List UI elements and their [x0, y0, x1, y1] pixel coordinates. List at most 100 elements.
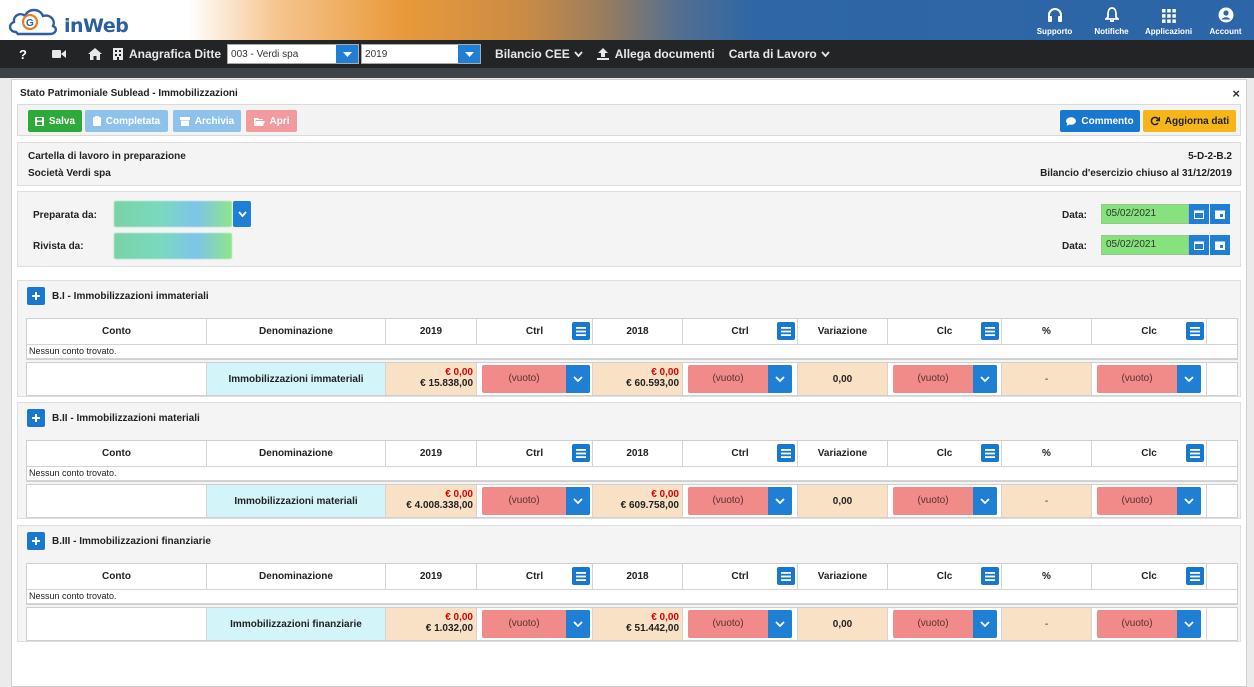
column-header-label: 2018 [626, 571, 649, 582]
sublead-panel: Stato Patrimoniale Sublead - Immobilizza… [11, 79, 1247, 687]
ctrl-2019-select[interactable]: (vuoto) [482, 487, 590, 515]
svg-text:G: G [26, 18, 34, 29]
menu-icon[interactable] [572, 444, 590, 462]
calendar-icon[interactable] [1189, 235, 1209, 255]
column-header-label: Ctrl [525, 326, 544, 337]
clc-pct-cell: (vuoto) [1092, 485, 1207, 517]
support-button[interactable]: Supporto [1026, 0, 1083, 40]
column-header[interactable]: Ctrl [683, 319, 798, 344]
headset-icon [1047, 8, 1062, 22]
ctrl-2018-select[interactable]: (vuoto) [688, 365, 792, 393]
calendar-today-icon[interactable] [1210, 204, 1230, 224]
column-header[interactable]: Clc [1092, 564, 1207, 589]
prepared-date-input[interactable]: 05/02/2021 [1101, 204, 1189, 224]
comment-icon [1066, 116, 1077, 126]
close-icon[interactable]: × [1232, 86, 1240, 101]
select-value: (vuoto) [712, 373, 744, 384]
ctrl-2019-select[interactable]: (vuoto) [482, 365, 590, 393]
column-header[interactable]: Ctrl [477, 319, 593, 344]
update-data-button[interactable]: Aggiorna dati [1143, 110, 1236, 132]
column-header[interactable]: Ctrl [477, 441, 593, 466]
menu-icon[interactable] [1186, 322, 1204, 340]
column-header-label: Ctrl [731, 448, 749, 459]
reviewed-date-input[interactable]: 05/02/2021 [1101, 235, 1189, 255]
account-button[interactable]: Account [1197, 0, 1254, 40]
reviewed-by-select[interactable] [114, 233, 232, 259]
column-header[interactable]: Clc [888, 564, 1002, 589]
column-header-spacer [1207, 319, 1239, 344]
video-icon[interactable] [41, 40, 77, 68]
home-icon[interactable] [77, 40, 113, 68]
column-header[interactable]: Clc [888, 441, 1002, 466]
clc-pct-select[interactable]: (vuoto) [1097, 365, 1201, 393]
comment-button[interactable]: Commento [1060, 110, 1140, 132]
clc-select[interactable]: (vuoto) [893, 365, 997, 393]
column-header: Denominazione [207, 564, 386, 589]
menu-icon[interactable] [981, 567, 999, 585]
app-logo[interactable]: G inWeb [6, 4, 129, 38]
column-header[interactable]: Clc [1092, 441, 1207, 466]
menu-carta-di-lavoro[interactable]: Carta di Lavoro [729, 47, 830, 61]
menu-icon[interactable] [1186, 444, 1204, 462]
menu-icon[interactable] [777, 567, 795, 585]
prepared-by-label: Preparata da: [33, 210, 97, 221]
column-header: Variazione [798, 319, 888, 344]
plus-icon[interactable] [27, 287, 45, 305]
clc-pct-select[interactable]: (vuoto) [1097, 610, 1201, 638]
plus-icon[interactable] [27, 409, 45, 427]
column-header[interactable]: Ctrl [683, 441, 798, 466]
plus-icon[interactable] [27, 532, 45, 550]
prepared-by-select[interactable] [114, 201, 232, 227]
scrollbar[interactable] [1247, 79, 1254, 687]
clc-select[interactable]: (vuoto) [893, 610, 997, 638]
calendar-today-icon[interactable] [1210, 235, 1230, 255]
select-value: (vuoto) [917, 373, 949, 384]
empty-message: Nessun conto trovato. [27, 345, 1237, 359]
column-header[interactable]: Clc [888, 319, 1002, 344]
menu-icon[interactable] [981, 322, 999, 340]
variazione-cell: 0,00 [798, 485, 888, 517]
clc-pct-select[interactable]: (vuoto) [1097, 487, 1201, 515]
notifications-button[interactable]: Notifiche [1083, 0, 1140, 40]
column-header-label: Clc [1141, 571, 1157, 582]
calendar-icon[interactable] [1189, 204, 1209, 224]
menu-icon[interactable] [1186, 567, 1204, 585]
complete-button[interactable]: Completata [85, 110, 168, 132]
menu-icon[interactable] [777, 444, 795, 462]
help-icon[interactable]: ? [5, 40, 41, 68]
save-button[interactable]: Salva [28, 110, 82, 132]
column-header: Conto [27, 319, 207, 344]
floppy-icon [34, 116, 44, 126]
percent-value: - [1044, 373, 1049, 385]
company-select[interactable]: 003 - Verdi spa [227, 44, 360, 64]
clc-cell: (vuoto) [888, 485, 1002, 517]
menu-allega-documenti[interactable]: Allega documenti [596, 47, 715, 61]
column-header-label: 2018 [626, 448, 649, 459]
menu-bilancio-cee[interactable]: Bilancio CEE [495, 47, 583, 61]
column-header-spacer [1207, 564, 1239, 589]
year-select[interactable]: 2019 [361, 44, 482, 64]
column-header[interactable]: Clc [1092, 319, 1207, 344]
table-header: Conto Denominazione 2019 Ctrl 2018 Ctrl Variaz… [27, 319, 1237, 345]
open-button[interactable]: Apri [246, 110, 297, 132]
column-header[interactable]: Ctrl [477, 564, 593, 589]
chevron-down-icon[interactable] [233, 201, 251, 227]
ctrl-2018-select[interactable]: (vuoto) [688, 610, 792, 638]
column-header-label: Variazione [817, 571, 868, 582]
menu-icon[interactable] [572, 322, 590, 340]
chevron-down-icon [1177, 487, 1201, 515]
column-header[interactable]: Ctrl [683, 564, 798, 589]
ctrl-2018-select[interactable]: (vuoto) [688, 487, 792, 515]
building-icon [113, 48, 123, 60]
menu-icon[interactable] [572, 567, 590, 585]
menu-icon[interactable] [777, 322, 795, 340]
ctrl-2019-select[interactable]: (vuoto) [482, 610, 590, 638]
top-header: G inWeb Supporto Notifiche Applicazioni … [0, 0, 1254, 40]
column-header: % [1002, 441, 1092, 466]
applications-button[interactable]: Applicazioni [1140, 0, 1197, 40]
menu-icon[interactable] [981, 444, 999, 462]
column-header: Denominazione [207, 319, 386, 344]
clc-select[interactable]: (vuoto) [893, 487, 997, 515]
anagrafica-link[interactable]: Anagrafica Ditte [113, 47, 221, 61]
archive-button[interactable]: Archivia [173, 110, 241, 132]
